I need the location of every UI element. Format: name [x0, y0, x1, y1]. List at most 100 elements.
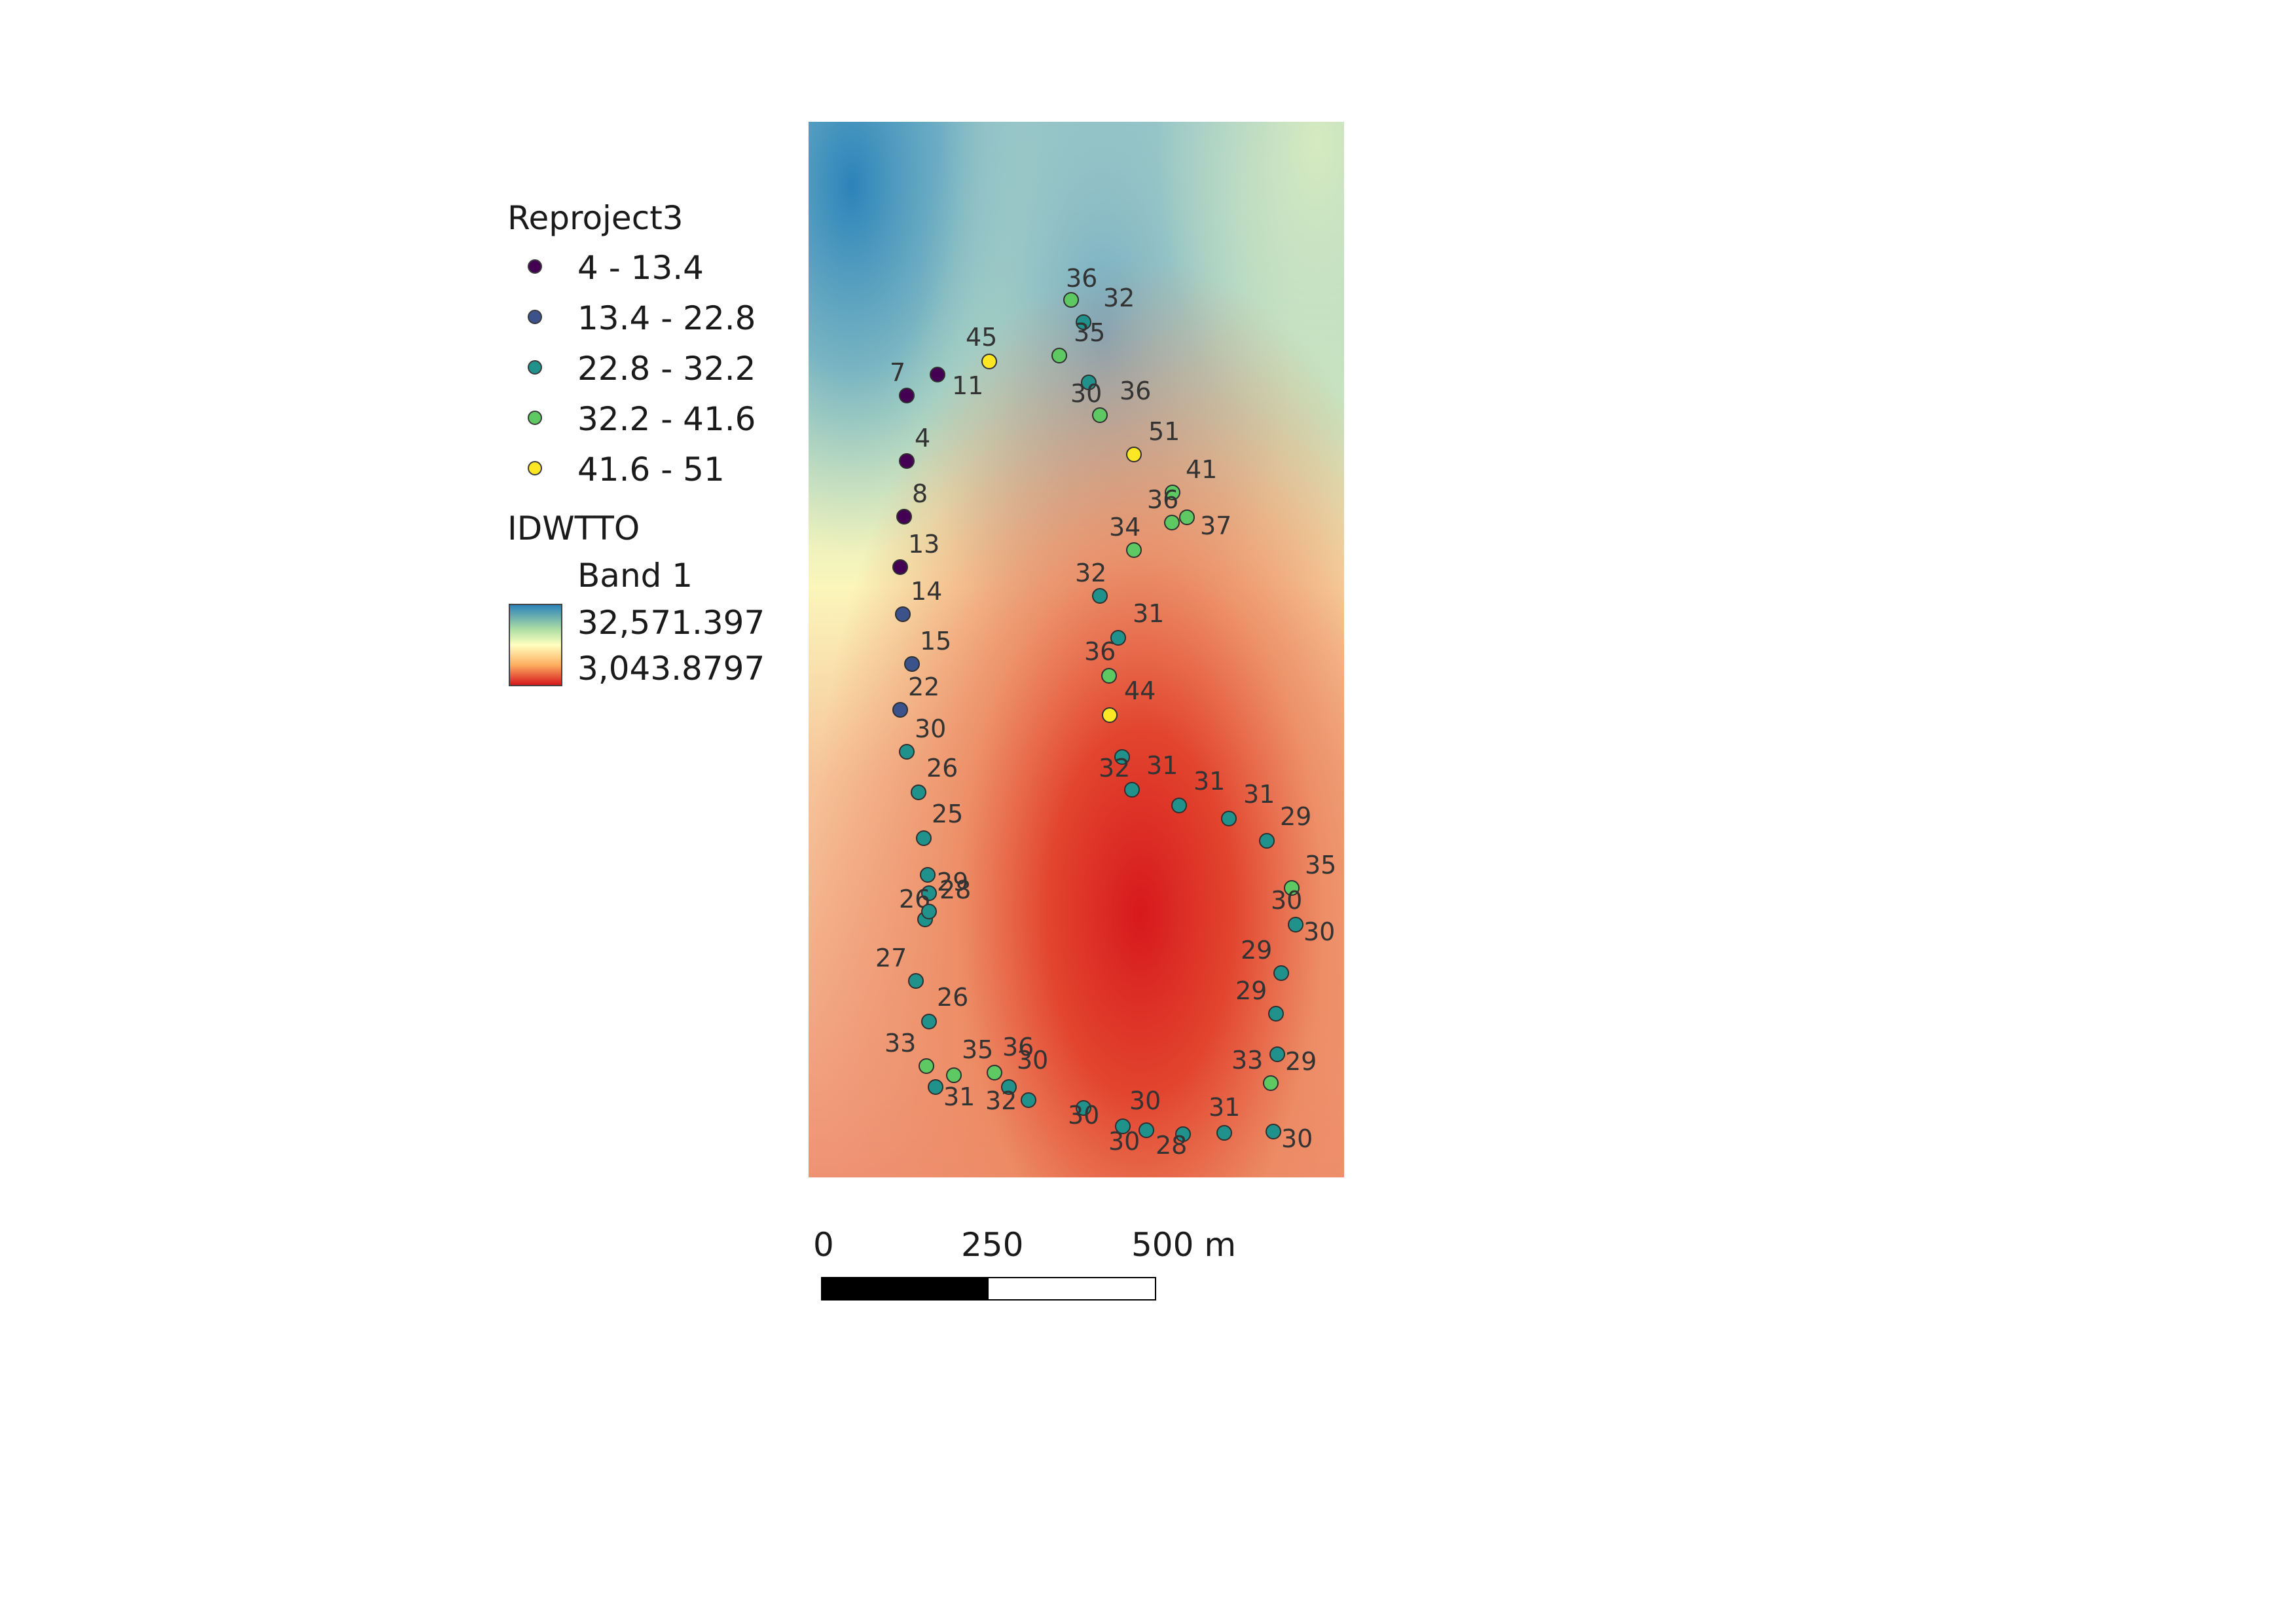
sample-point-label: 45: [966, 323, 997, 352]
sample-point-label: 30: [1129, 1086, 1161, 1115]
sample-point[interactable]: [892, 702, 908, 718]
sample-point-label: 29: [1285, 1047, 1317, 1076]
sample-point-label: 7: [890, 358, 905, 387]
sample-point-label: 33: [884, 1029, 916, 1058]
sample-point-label: 36: [1002, 1033, 1034, 1061]
sample-point[interactable]: [919, 1058, 934, 1074]
sample-point[interactable]: [1175, 1126, 1191, 1142]
sample-point[interactable]: [1001, 1079, 1017, 1095]
sample-point[interactable]: [1126, 542, 1142, 558]
sample-point[interactable]: [1266, 1124, 1281, 1139]
sample-point-label: 30: [1303, 917, 1335, 946]
scale-segment-black: [821, 1277, 989, 1301]
sample-point[interactable]: [899, 453, 915, 469]
sample-point[interactable]: [920, 867, 936, 883]
sample-point-label: 13: [908, 530, 939, 559]
sample-point[interactable]: [930, 367, 945, 382]
sample-point[interactable]: [1021, 1092, 1036, 1108]
sample-point[interactable]: [987, 1065, 1002, 1080]
sample-point[interactable]: [921, 904, 937, 919]
sample-point-label: 30: [1108, 1127, 1140, 1156]
sample-point-label: 8: [912, 479, 928, 508]
sample-point[interactable]: [1092, 407, 1108, 423]
sample-point-label: 29: [937, 868, 968, 896]
sample-point-label: 36: [1066, 264, 1097, 293]
sample-point[interactable]: [1102, 707, 1118, 723]
sample-point[interactable]: [1092, 588, 1108, 604]
class-dot-3: [528, 360, 542, 375]
class-dot-5: [528, 461, 542, 475]
sample-point[interactable]: [1126, 447, 1142, 462]
scale-bar: 0 250 500 m: [812, 1218, 1236, 1316]
sample-point-label: 35: [1074, 318, 1105, 347]
sample-point[interactable]: [1268, 1006, 1284, 1022]
class-label-5: 41.6 - 51: [577, 451, 725, 489]
sample-point[interactable]: [1165, 485, 1180, 500]
sample-point[interactable]: [1259, 833, 1275, 849]
sample-point[interactable]: [892, 559, 908, 575]
scale-tick-500: 500 m: [1131, 1226, 1237, 1264]
sample-point[interactable]: [928, 1079, 943, 1095]
sample-point[interactable]: [895, 606, 911, 622]
sample-point[interactable]: [899, 388, 915, 403]
sample-point-label: 30: [1271, 886, 1302, 915]
sample-point[interactable]: [911, 784, 926, 800]
class-label-4: 32.2 - 41.6: [577, 400, 756, 438]
color-ramp: [509, 604, 562, 686]
sample-point[interactable]: [1114, 749, 1130, 765]
sample-point[interactable]: [896, 509, 912, 525]
sample-point-label: 36: [1120, 377, 1151, 405]
sample-point[interactable]: [946, 1067, 962, 1083]
sample-point-label: 31: [1146, 751, 1178, 780]
sample-point-label: 15: [920, 627, 951, 655]
sample-point[interactable]: [1115, 1118, 1131, 1134]
sample-point[interactable]: [1171, 798, 1187, 813]
sample-point-label: 51: [1148, 417, 1180, 446]
sample-point-label: 26: [937, 983, 968, 1012]
sample-point-label: 35: [1305, 851, 1336, 879]
sample-point[interactable]: [1124, 782, 1140, 798]
class-label-2: 13.4 - 22.8: [577, 299, 756, 337]
sample-point[interactable]: [1269, 1046, 1285, 1062]
sample-point[interactable]: [1216, 1125, 1232, 1141]
sample-point[interactable]: [1076, 314, 1091, 330]
sample-point[interactable]: [908, 973, 924, 989]
sample-point[interactable]: [1273, 965, 1289, 981]
sample-point-label: 14: [911, 577, 942, 606]
sample-point-label: 36: [1147, 485, 1178, 514]
raster-layer-title: IDWTTO: [507, 509, 640, 547]
sample-point[interactable]: [899, 744, 915, 760]
sample-point[interactable]: [1110, 630, 1126, 646]
sample-point[interactable]: [1288, 917, 1303, 932]
sample-point[interactable]: [1101, 668, 1117, 684]
sample-point[interactable]: [1051, 348, 1067, 363]
class-dot-1: [528, 259, 542, 274]
class-label-3: 22.8 - 32.2: [577, 350, 756, 388]
sample-point[interactable]: [981, 354, 997, 369]
sample-point-label: 4: [915, 424, 930, 452]
sample-point[interactable]: [1263, 1075, 1279, 1091]
sample-point[interactable]: [921, 885, 937, 901]
sample-point-label: 30: [915, 714, 946, 743]
map-canvas[interactable]: 36 32 35 45 11 7 30 36 4 51 41 8 36 37 34 13 32 14 31 15 36 4…: [809, 122, 1344, 1177]
sample-point[interactable]: [1284, 880, 1300, 896]
sample-point-label: 26: [926, 754, 958, 783]
sample-point[interactable]: [1076, 1100, 1091, 1116]
sample-point[interactable]: [1081, 375, 1097, 390]
sample-point[interactable]: [1179, 509, 1195, 525]
sample-point[interactable]: [1139, 1122, 1154, 1138]
sample-point-label: 32: [1103, 284, 1135, 312]
class-dot-2: [528, 310, 542, 324]
sample-point-label: 44: [1124, 676, 1156, 705]
sample-point[interactable]: [1063, 292, 1079, 308]
sample-point-label: 32: [1075, 559, 1106, 587]
sample-point[interactable]: [916, 830, 932, 846]
class-label-1: 4 - 13.4: [577, 249, 704, 287]
sample-point-label: 11: [952, 371, 983, 400]
sample-point[interactable]: [904, 656, 920, 672]
sample-point[interactable]: [921, 1014, 937, 1029]
class-dot-4: [528, 411, 542, 425]
sample-point[interactable]: [1164, 515, 1180, 530]
sample-point-label: 31: [1243, 780, 1275, 809]
sample-point[interactable]: [1221, 811, 1237, 826]
